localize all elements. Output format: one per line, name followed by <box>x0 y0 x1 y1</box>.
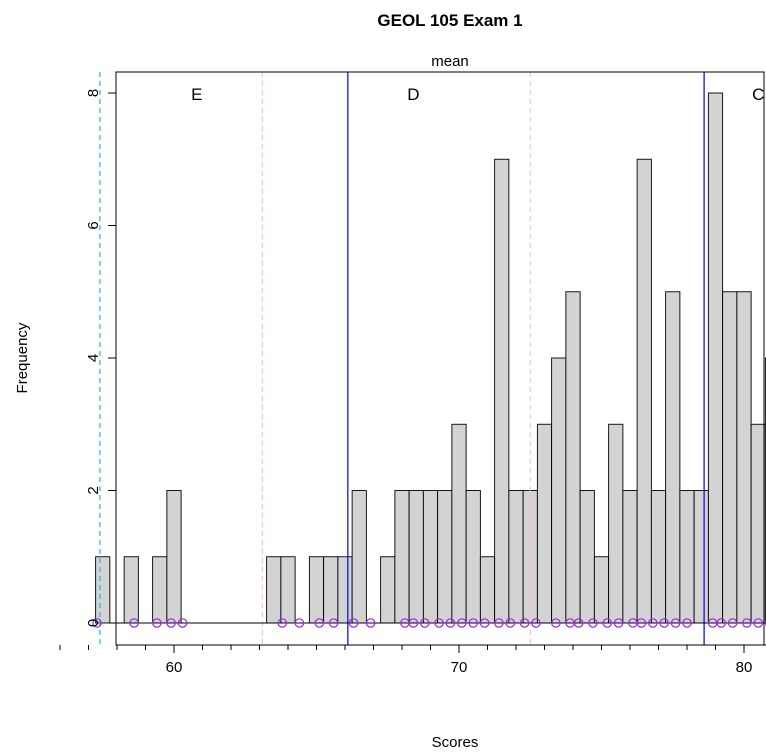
score-point <box>588 618 598 628</box>
score-point <box>753 618 764 628</box>
score-point <box>602 618 612 628</box>
histogram-bar <box>650 490 667 624</box>
score-point <box>742 618 752 628</box>
histogram-bar <box>280 556 296 624</box>
histogram-bar <box>152 556 168 624</box>
score-point <box>294 618 305 628</box>
histogram-bar <box>565 291 581 624</box>
score-point <box>636 618 647 628</box>
grade-label: C <box>752 85 764 104</box>
histogram-bar <box>422 490 439 624</box>
score-point <box>328 618 339 628</box>
histogram-bar <box>579 490 595 624</box>
x-tick-label: 60 <box>166 659 183 676</box>
score-point <box>166 618 176 628</box>
bars-layer <box>95 92 766 624</box>
score-point <box>519 618 530 628</box>
score-point <box>716 618 726 628</box>
histogram-bar <box>394 490 410 624</box>
histogram-bar <box>323 556 339 624</box>
x-tick-label: 70 <box>451 659 468 676</box>
histogram-bar <box>408 490 424 624</box>
score-point <box>531 618 541 628</box>
score-point <box>129 618 139 628</box>
score-point <box>551 618 561 628</box>
histogram-bar <box>622 490 638 624</box>
score-point <box>277 618 288 628</box>
score-point <box>468 618 479 628</box>
score-point <box>727 618 738 628</box>
score-point <box>177 618 188 628</box>
score-point <box>505 618 516 628</box>
chart-title: GEOL 105 Exam 1 <box>377 11 522 30</box>
y-tick-label: 6 <box>85 221 102 229</box>
y-tick-label: 4 <box>85 354 102 362</box>
y-tick-label: 0 <box>85 619 102 627</box>
score-point <box>682 618 692 628</box>
score-point <box>647 618 658 628</box>
histogram-bar <box>266 556 282 624</box>
score-point <box>434 618 444 628</box>
score-point <box>408 618 419 628</box>
histogram-bar <box>380 556 396 624</box>
y-tick-label: 2 <box>85 486 102 494</box>
histogram-bar <box>551 357 567 624</box>
score-point <box>764 619 766 627</box>
rug-layer <box>92 618 766 628</box>
grade-label: D <box>407 85 419 104</box>
x-axis: 60708090100 <box>59 644 766 676</box>
histogram-bar <box>465 490 481 624</box>
histogram-bar <box>451 423 467 624</box>
score-point <box>573 618 584 628</box>
histogram-bar <box>479 556 496 624</box>
histogram-bar <box>722 291 738 624</box>
histogram-bar <box>508 490 524 624</box>
histogram-bar <box>693 490 709 624</box>
score-point <box>494 618 504 628</box>
score-point <box>659 618 669 628</box>
histogram-bar <box>166 490 182 624</box>
histogram-bar <box>494 158 510 624</box>
histogram-bar <box>665 291 681 624</box>
histogram-bar <box>337 556 353 624</box>
histogram-bar <box>679 490 695 624</box>
histogram-bar <box>95 556 111 624</box>
reference-lines-layer <box>99 72 705 645</box>
score-point <box>314 618 325 628</box>
score-point <box>419 618 430 628</box>
histogram-bar <box>736 291 752 624</box>
y-axis: 0 2 4 6 8 <box>85 89 117 627</box>
histogram-bar <box>536 423 553 624</box>
histogram-bar <box>750 423 766 624</box>
score-point <box>457 618 467 628</box>
histogram-bar <box>308 556 325 624</box>
histogram-bar <box>608 423 624 624</box>
mean-label: mean <box>431 53 469 70</box>
score-point <box>92 618 102 628</box>
score-point <box>348 618 359 628</box>
score-point <box>670 618 681 628</box>
score-point <box>613 618 624 628</box>
grade-label: E <box>191 85 202 104</box>
histogram-bar <box>593 556 610 624</box>
y-tick-label: 8 <box>85 89 102 97</box>
x-axis-label: Scores <box>432 734 479 751</box>
score-point <box>445 618 456 628</box>
histogram-bar <box>351 490 367 624</box>
score-point <box>479 618 490 628</box>
x-tick-label: 80 <box>736 659 753 676</box>
grade-labels-layer: EDCBA <box>191 85 764 104</box>
histogram-bar <box>437 490 453 624</box>
score-point <box>365 618 376 628</box>
histogram-bar <box>636 158 652 624</box>
histogram-bar <box>707 92 724 624</box>
y-axis-label: Frequency <box>14 322 31 393</box>
score-point <box>152 618 162 628</box>
histogram-bar <box>123 556 139 624</box>
